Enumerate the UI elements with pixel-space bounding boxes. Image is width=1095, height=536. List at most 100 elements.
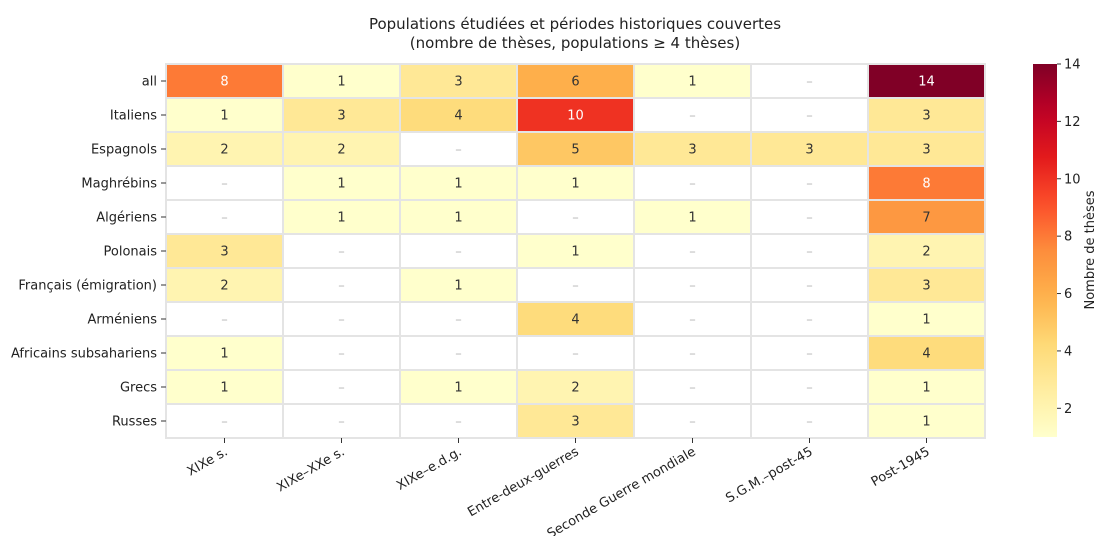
cell-value-label: 1 — [571, 245, 579, 260]
cell-value-label: – — [572, 347, 579, 362]
cell-value-label: – — [221, 177, 228, 192]
chart-subtitle: (nombre de thèses, populations ≥ 4 thèse… — [410, 34, 740, 52]
heatmap-cell — [516, 267, 635, 303]
heatmap-cell — [282, 403, 401, 439]
cell-value-label: – — [455, 347, 462, 362]
cell-value-label: 1 — [337, 177, 345, 192]
colorbar-tick-label: 6 — [1064, 287, 1072, 302]
row-label: all — [142, 75, 157, 90]
cell-value-label: 6 — [571, 75, 579, 90]
cell-value-label: 3 — [922, 109, 930, 124]
row-label: Italiens — [110, 109, 157, 124]
cell-value-label: – — [806, 347, 813, 362]
cell-value-label: 3 — [688, 143, 696, 158]
heatmap-cell — [867, 131, 986, 167]
heatmap-cell — [282, 165, 401, 201]
heatmap-cell — [516, 301, 635, 337]
heatmap-cell — [399, 267, 518, 303]
colorbar-tick-label: 2 — [1064, 402, 1072, 417]
colorbar-tick-label: 4 — [1064, 344, 1072, 359]
cell-value-label: 8 — [922, 177, 930, 192]
heatmap-cell — [867, 301, 986, 337]
cell-value-label: 3 — [220, 245, 228, 260]
row-label: Espagnols — [91, 143, 157, 158]
heatmap-cell — [165, 165, 284, 201]
cell-value-label: – — [338, 381, 345, 396]
cell-value-label: 1 — [220, 347, 228, 362]
heatmap-cell — [516, 403, 635, 439]
cell-value-label: – — [689, 313, 696, 328]
heatmap-cell — [633, 97, 752, 133]
heatmap-cell — [399, 403, 518, 439]
colorbar-tick-label: 14 — [1064, 58, 1081, 73]
row-label: Polonais — [104, 245, 158, 260]
heatmap-cell — [165, 369, 284, 405]
column-labels: XIXe s. XIXe–XXe s. XIXe–e.d.g. Entre-deux-… — [185, 438, 933, 536]
cell-value-label: – — [806, 245, 813, 260]
cell-value-label: 4 — [922, 347, 930, 362]
heatmap-cell — [633, 301, 752, 337]
cell-value-label: 2 — [220, 143, 228, 158]
heatmap-cell — [282, 131, 401, 167]
colorbar-tick-label: 10 — [1064, 172, 1081, 187]
cell-value-label: 5 — [571, 143, 579, 158]
cell-value-label: 3 — [571, 415, 579, 430]
colorbar: 2 4 6 8 10 12 14 — [1033, 58, 1081, 437]
heatmap-cell — [399, 97, 518, 133]
cell-value-label: 1 — [922, 313, 930, 328]
heatmap-cell — [165, 233, 284, 269]
cell-value-label: 14 — [918, 75, 935, 90]
cell-value-label: – — [689, 381, 696, 396]
heatmap-cell — [750, 301, 869, 337]
heatmap-cell — [633, 369, 752, 405]
row-label: Arméniens — [87, 313, 157, 328]
heatmap-cell — [633, 335, 752, 371]
heatmap-cell — [399, 369, 518, 405]
heatmap-cell — [633, 403, 752, 439]
heatmap-cell — [867, 97, 986, 133]
heatmap-cell — [867, 403, 986, 439]
column-label: S.G.M.–post-45 — [723, 444, 815, 506]
heatmap-cell — [867, 267, 986, 303]
cell-value-label: – — [806, 313, 813, 328]
cell-value-label: – — [806, 415, 813, 430]
cell-value-label: – — [338, 245, 345, 260]
row-label: Algériens — [96, 211, 157, 226]
cell-value-label: 8 — [220, 75, 228, 90]
heatmap-cell — [633, 131, 752, 167]
row-label: Russes — [112, 415, 157, 430]
cell-value-label: 3 — [922, 143, 930, 158]
cell-value-label: 4 — [454, 109, 462, 124]
cell-value-label: – — [338, 347, 345, 362]
cell-value-label: – — [806, 75, 813, 90]
heatmap-cell — [399, 131, 518, 167]
column-label: XIXe s. — [185, 444, 231, 479]
heatmap-cell — [750, 131, 869, 167]
heatmap-cell — [399, 199, 518, 235]
heatmap-cell — [750, 267, 869, 303]
cell-value-label: 4 — [571, 313, 579, 328]
cell-value-label: 1 — [454, 381, 462, 396]
chart-title: Populations étudiées et périodes histori… — [369, 15, 781, 33]
cell-value-label: – — [221, 211, 228, 226]
cell-value-label: 3 — [922, 279, 930, 294]
cell-value-label: – — [806, 381, 813, 396]
cell-value-label: – — [455, 313, 462, 328]
cell-value-label: 1 — [220, 381, 228, 396]
row-label: Maghrébins — [81, 177, 157, 192]
cell-value-label: 1 — [688, 211, 696, 226]
cell-value-label: 2 — [337, 143, 345, 158]
heatmap-cell — [282, 233, 401, 269]
column-label: XIXe–e.d.g. — [394, 444, 464, 493]
cell-value-label: – — [455, 415, 462, 430]
cell-value-label: – — [455, 143, 462, 158]
cell-value-label: 1 — [337, 75, 345, 90]
cell-value-label: 1 — [922, 415, 930, 430]
cell-value-label: – — [455, 245, 462, 260]
cell-value-label: 1 — [922, 381, 930, 396]
cell-value-label: 3 — [337, 109, 345, 124]
heatmap-cell — [750, 63, 869, 99]
cell-value-label: 3 — [454, 75, 462, 90]
cell-value-label: – — [221, 415, 228, 430]
